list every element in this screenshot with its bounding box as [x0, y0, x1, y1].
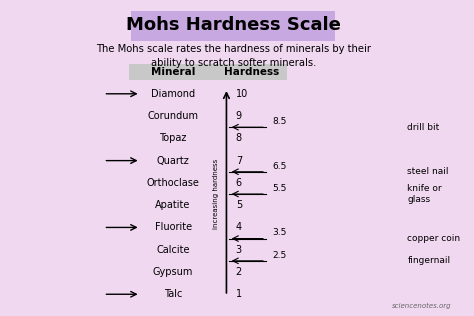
Text: 6: 6 — [236, 178, 242, 188]
Text: Mineral: Mineral — [151, 68, 195, 77]
Text: 3: 3 — [236, 245, 242, 255]
Text: 5.5: 5.5 — [273, 184, 287, 193]
Text: Diamond: Diamond — [151, 89, 195, 99]
Text: drill bit: drill bit — [407, 123, 440, 132]
Text: 10: 10 — [236, 89, 248, 99]
Text: The Mohs scale rates the hardness of minerals by their
ability to scratch softer: The Mohs scale rates the hardness of min… — [96, 44, 371, 68]
FancyBboxPatch shape — [129, 64, 287, 80]
Text: 7: 7 — [236, 155, 242, 166]
Text: 2.5: 2.5 — [273, 251, 287, 260]
Text: 1: 1 — [236, 289, 242, 299]
Text: 8: 8 — [236, 133, 242, 143]
Text: Mohs Hardness Scale: Mohs Hardness Scale — [126, 16, 341, 34]
Text: Talc: Talc — [164, 289, 182, 299]
Text: 4: 4 — [236, 222, 242, 233]
Text: Quartz: Quartz — [157, 155, 190, 166]
Text: 2: 2 — [236, 267, 242, 277]
Text: Hardness: Hardness — [224, 68, 280, 77]
Text: Apatite: Apatite — [155, 200, 191, 210]
Text: copper coin: copper coin — [407, 234, 461, 243]
Text: Corundum: Corundum — [147, 111, 199, 121]
Text: 3.5: 3.5 — [273, 228, 287, 237]
Text: Calcite: Calcite — [156, 245, 190, 255]
Text: Fluorite: Fluorite — [155, 222, 191, 233]
Text: 8.5: 8.5 — [273, 117, 287, 126]
Text: knife or
glass: knife or glass — [407, 184, 442, 204]
Text: fingernail: fingernail — [407, 256, 450, 265]
Text: 5: 5 — [236, 200, 242, 210]
Text: sciencenotes.org: sciencenotes.org — [392, 303, 451, 309]
Text: Topaz: Topaz — [159, 133, 187, 143]
Text: 6.5: 6.5 — [273, 161, 287, 171]
Text: Gypsum: Gypsum — [153, 267, 193, 277]
Text: steel nail: steel nail — [407, 167, 449, 176]
Text: 9: 9 — [236, 111, 242, 121]
Text: increasing hardness: increasing hardness — [213, 159, 219, 229]
FancyBboxPatch shape — [131, 11, 336, 40]
Text: Orthoclase: Orthoclase — [146, 178, 200, 188]
